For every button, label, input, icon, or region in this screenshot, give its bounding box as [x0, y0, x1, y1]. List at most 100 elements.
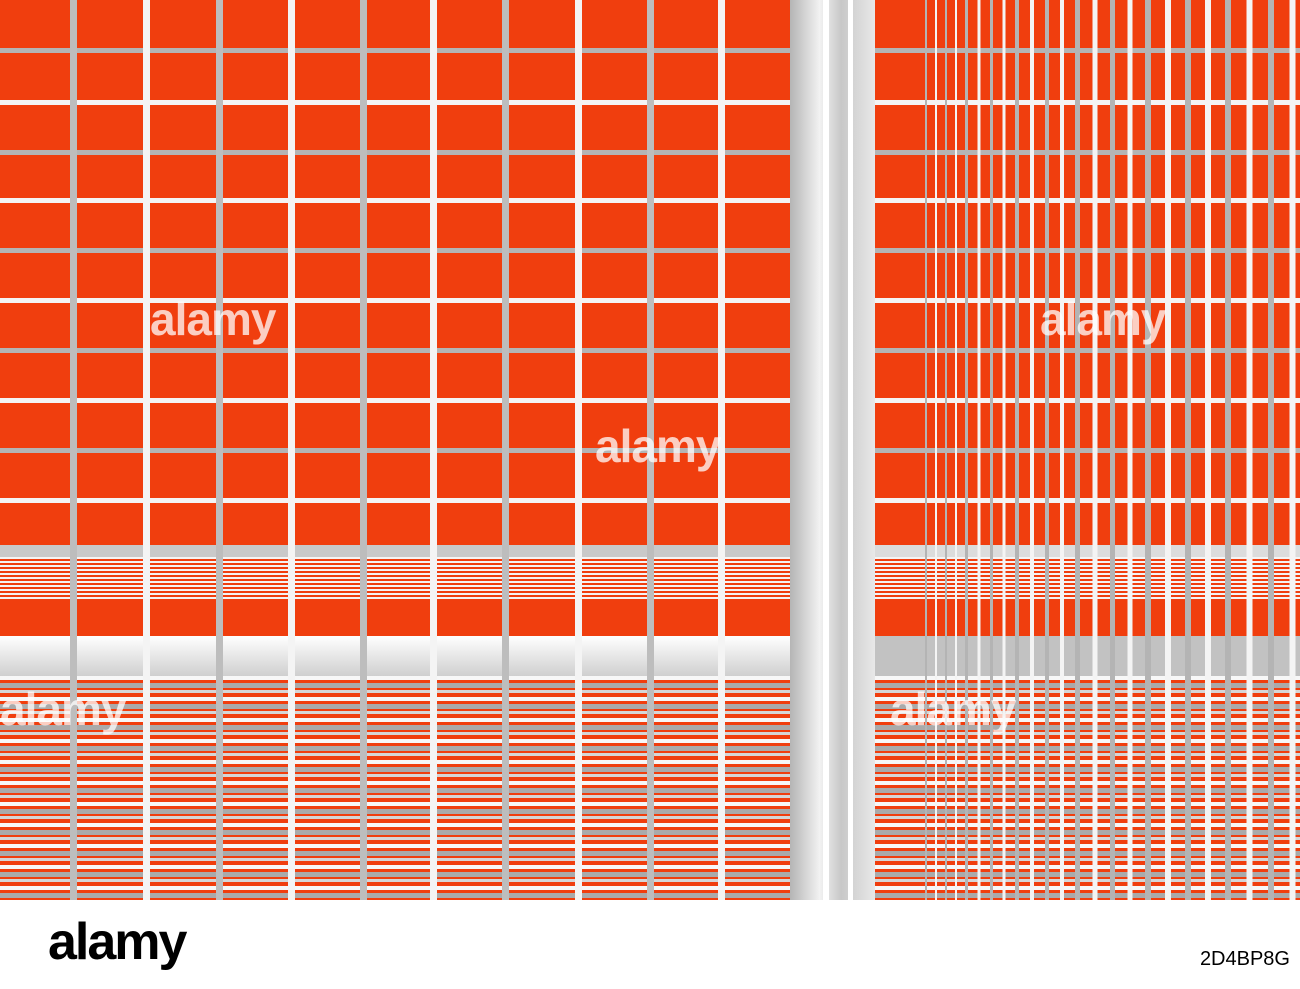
stripe: [875, 585, 1300, 587]
fade-band: [875, 636, 1300, 676]
v-line: [288, 0, 295, 900]
v-line: [1060, 0, 1064, 900]
watermark: alamy: [595, 420, 722, 472]
v-line: [1289, 0, 1296, 900]
h-line: [875, 398, 1300, 403]
stripe: [875, 830, 1300, 835]
stripe: [0, 683, 790, 688]
stripe: [0, 865, 790, 869]
stripe: [0, 589, 790, 591]
v-line: [823, 0, 829, 900]
stripe: [0, 545, 790, 557]
stripe: [875, 676, 1300, 680]
stripe: [0, 718, 790, 722]
stripe: [875, 561, 1300, 563]
stripe: [0, 788, 790, 793]
stripe: [875, 569, 1300, 571]
stripe: [875, 795, 1300, 798]
v-line: [70, 0, 77, 900]
h-line: [875, 248, 1300, 253]
logo: alamy: [48, 913, 187, 971]
h-line: [0, 48, 790, 53]
h-line: [875, 198, 1300, 203]
stripe: [0, 858, 790, 861]
stripe: [0, 746, 790, 751]
v-line: [1127, 0, 1133, 900]
stripe: [875, 577, 1300, 579]
v-line: [1145, 0, 1151, 900]
stripe: [875, 711, 1300, 714]
v-line: [1015, 0, 1019, 900]
stripe: [0, 879, 790, 882]
v-line: [990, 0, 993, 900]
stripe: [0, 767, 790, 772]
v-line: [360, 0, 367, 900]
h-line: [0, 100, 790, 105]
stripe: [0, 753, 790, 756]
stripe: [875, 837, 1300, 840]
stripe: [875, 844, 1300, 848]
v-line: [848, 0, 853, 900]
h-line: [0, 398, 790, 403]
stripe: [0, 573, 790, 575]
v-line: [955, 0, 957, 900]
h-line: [875, 348, 1300, 353]
stripe: [875, 753, 1300, 756]
stripe: [875, 851, 1300, 856]
v-line: [925, 0, 927, 900]
stripe: [875, 781, 1300, 785]
stripe: [0, 893, 790, 898]
watermark: alamy: [0, 683, 127, 735]
stripe: [0, 577, 790, 579]
stripe: [875, 816, 1300, 819]
stripe: [875, 774, 1300, 777]
stripe: [875, 802, 1300, 806]
stripe: [0, 565, 790, 567]
v-line: [1030, 0, 1034, 900]
stripe: [0, 697, 790, 701]
stripe: [0, 676, 790, 680]
stripe: [875, 886, 1300, 890]
v-line: [216, 0, 223, 900]
stripe: [875, 858, 1300, 861]
watermarks: alamy alamy alamy alamy alamy: [0, 293, 1168, 735]
stripe: [875, 683, 1300, 688]
stripe: [875, 746, 1300, 751]
stripe: [0, 561, 790, 563]
v-line: [1045, 0, 1049, 900]
h-line: [0, 248, 790, 253]
h-line: [0, 150, 790, 155]
h-line: [875, 150, 1300, 155]
stripe: [0, 795, 790, 798]
stripe: [875, 697, 1300, 701]
stripe: [0, 823, 790, 827]
stripe: [0, 802, 790, 806]
stripe: [0, 711, 790, 714]
v-line: [143, 0, 150, 900]
v-line: [718, 0, 725, 900]
h-line: [0, 498, 790, 503]
stripe: [0, 886, 790, 890]
h-line: [875, 48, 1300, 53]
image-id: 2D4BP8G: [1199, 948, 1290, 970]
stripe: [875, 545, 1300, 557]
middle-band: [790, 0, 875, 900]
stripe: [875, 573, 1300, 575]
watermark: alamy: [1040, 293, 1167, 345]
v-line: [1225, 0, 1231, 900]
v-line: [1185, 0, 1191, 900]
stripe: [875, 732, 1300, 735]
stripe: [875, 809, 1300, 814]
stripe: [0, 725, 790, 730]
v-line: [430, 0, 437, 900]
stripe: [0, 809, 790, 814]
h-line: [0, 298, 790, 303]
stripe: [0, 597, 790, 599]
stripe: [875, 704, 1300, 709]
stripe: [875, 879, 1300, 882]
stripe: [0, 593, 790, 595]
v-line: [1075, 0, 1080, 900]
stripe: [0, 781, 790, 785]
stripe: [0, 739, 790, 743]
